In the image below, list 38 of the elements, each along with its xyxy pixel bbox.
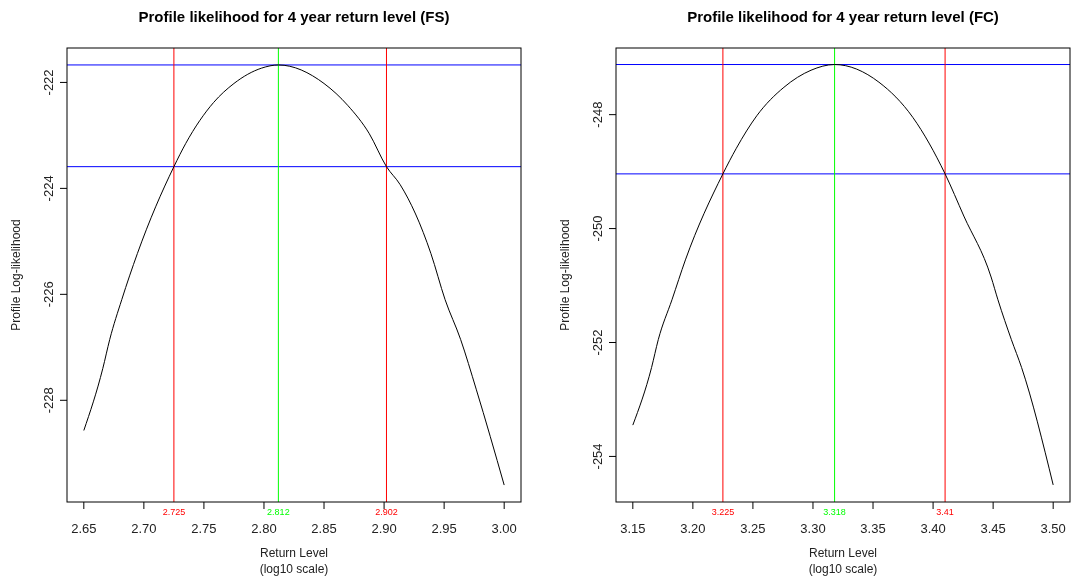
- line-series: [632, 64, 1054, 486]
- x-tick-label: 3.35: [860, 521, 886, 536]
- y-tick-label: -222: [41, 69, 56, 96]
- x-axis-title: Return Level (log10 scale): [259, 546, 329, 576]
- x-tick-label: 3.40: [920, 521, 946, 536]
- x-tick-label: 2.70: [131, 521, 157, 536]
- x-tick-label: 3.15: [620, 521, 646, 536]
- ref-line-label: 3.225: [711, 507, 735, 517]
- x-tick-label: 3.50: [1040, 521, 1066, 536]
- ref-line-label: 3.318: [823, 507, 846, 517]
- ref-line-label: 2.812: [267, 507, 290, 517]
- ref-line-label: 2.725: [162, 507, 186, 517]
- x-tick-label: 3.00: [491, 521, 517, 536]
- x-axis-title: Return Level (log10 scale): [808, 546, 878, 576]
- y-tick-label: -224: [41, 175, 56, 202]
- y-tick-label: -254: [590, 443, 605, 470]
- y-axis-title: Profile Log-likelihood: [9, 219, 23, 331]
- y-tick-label: -228: [41, 387, 56, 414]
- y-tick-label: -252: [590, 329, 605, 356]
- y-tick-label: -226: [41, 281, 56, 308]
- x-tick-label: 3.25: [740, 521, 766, 536]
- line-series: [83, 64, 505, 486]
- chart-title: Profile likelihood for 4 year return level (FC): [687, 8, 999, 25]
- ref-line-label: 2.902: [375, 507, 398, 517]
- y-axis-title: Profile Log-likelihood: [558, 219, 572, 331]
- x-tick-label: 2.85: [311, 521, 337, 536]
- x-tick-label: 2.90: [371, 521, 397, 536]
- y-tick-label: -250: [590, 215, 605, 242]
- x-tick-label: 2.65: [71, 521, 97, 536]
- x-tick-label: 2.75: [191, 521, 217, 536]
- x-tick-label: 3.30: [800, 521, 826, 536]
- ref-line-label: 3.41: [936, 507, 954, 517]
- chart-title: Profile likelihood for 4 year return level (FS): [138, 8, 450, 25]
- y-tick-label: -248: [590, 101, 605, 128]
- x-tick-label: 2.95: [431, 521, 457, 536]
- x-tick-label: 3.20: [680, 521, 706, 536]
- x-tick-label: 3.45: [980, 521, 1006, 536]
- x-tick-label: 2.80: [251, 521, 277, 536]
